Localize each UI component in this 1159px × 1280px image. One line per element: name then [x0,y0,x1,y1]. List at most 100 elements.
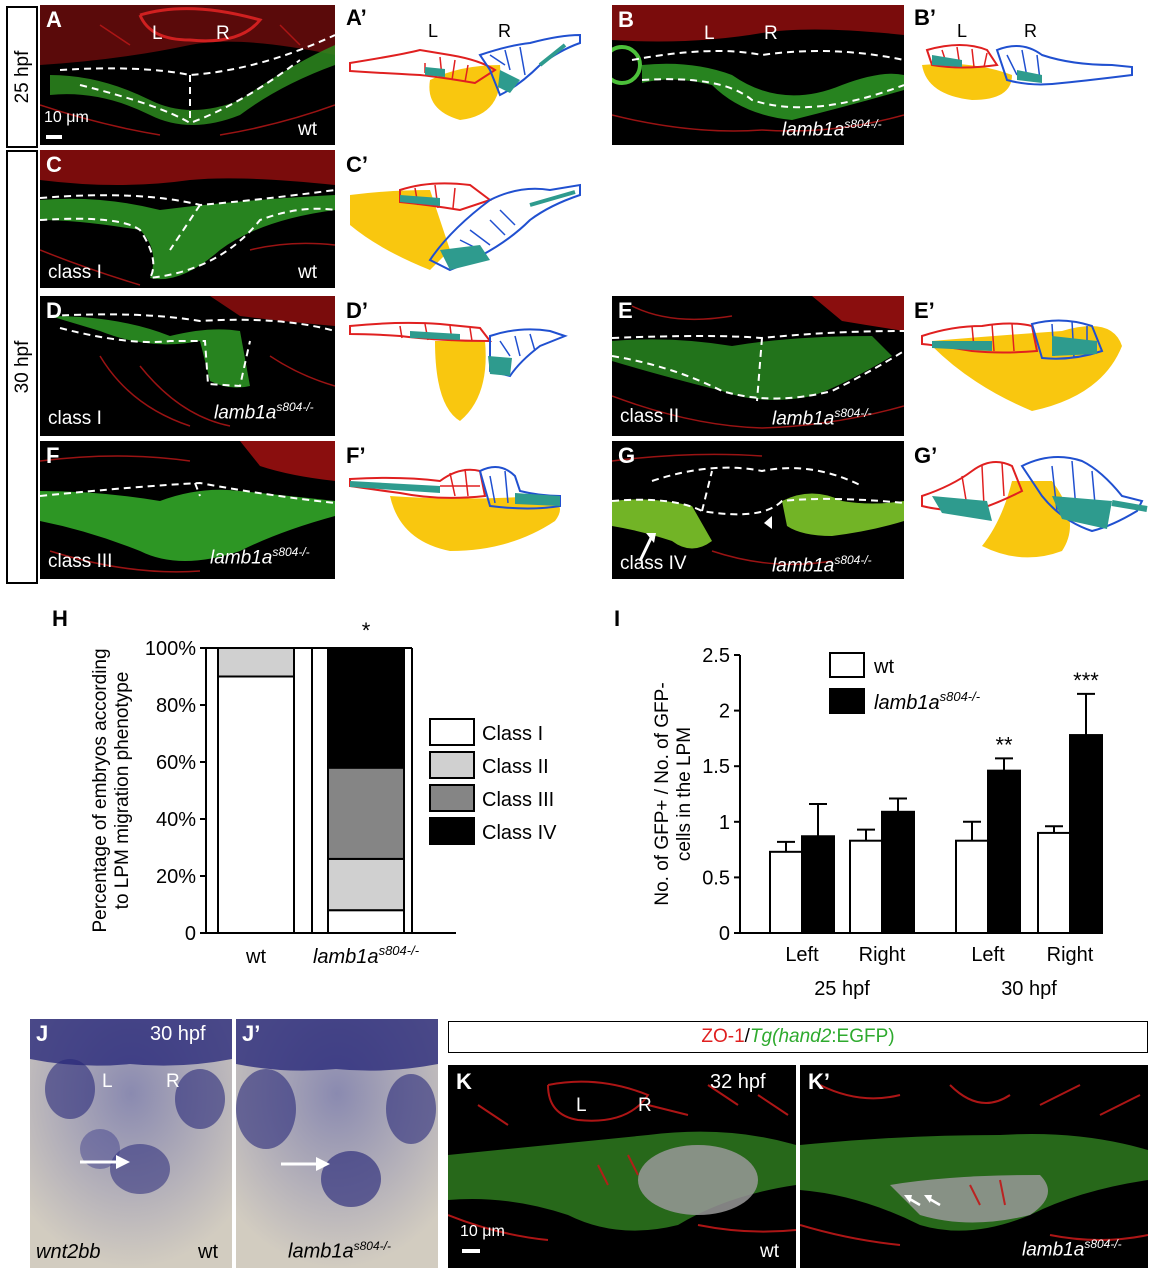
panel-c-micrograph: C class I wt [40,150,335,288]
panel-b-right: R [764,23,778,44]
svg-text:F’: F’ [346,443,366,468]
panel-a-letter: A [46,7,62,32]
micrograph-j [30,1019,232,1268]
h-bar-segment [327,766,405,860]
schematic-e-prime: E’ [914,298,1122,411]
i-bar [1069,734,1103,934]
panel-j-time: 30 hpf [150,1023,206,1045]
h-legend-swatch [429,751,475,779]
h-bar-segment [327,909,405,935]
i-bar [955,839,989,934]
h-legend-swatch [429,784,475,812]
h-bar-segment [217,675,295,934]
h-ytick-label: 0 [185,923,196,945]
h-ytick-label: 100% [145,638,196,660]
h-xtick-label: lamb1as804-/- [313,943,420,968]
schematic-d-prime: D’ [346,298,568,421]
i-ytick-label: 1.5 [702,756,730,778]
panel-k-time: 32 hpf [710,1071,766,1093]
i-significance: *** [1073,668,1099,693]
panel-b-letter: B [618,7,634,32]
chart-h: Percentage of embryos according to LPM mi… [90,618,557,968]
i-ytick-label: 1 [719,812,730,834]
svg-text:R: R [498,21,511,41]
i-legend-label: wt [873,656,894,678]
panel-d-letter: D [46,298,62,323]
i-ytick-label: 2.5 [702,645,730,667]
schematic-f-prime: F’ [346,443,561,551]
h-legend-swatch [429,817,475,845]
panel-kp-micrograph: K’ lamb1as804-/- [800,1065,1148,1268]
panel-j-gene: wnt2bb [36,1241,101,1263]
svg-text:B’: B’ [914,5,936,30]
i-ytick-label: 2 [719,701,730,723]
panel-h-letter: H [52,606,68,631]
panel-c-genotype: wt [298,262,317,283]
panel-g-micrograph: G class IV lamb1as804-/- [612,441,904,579]
i-group-label: 25 hpf [814,978,870,1000]
svg-text:L: L [428,21,438,41]
panel-j-left: L [102,1071,113,1092]
panel-b-genotype: lamb1as804-/- [782,117,882,141]
panel-k-micrograph: K 32 hpf L R 10 μm wt [448,1065,796,1268]
h-ytick-label: 40% [156,809,196,831]
h-legend-swatch [429,718,475,746]
panel-c-class: class I [48,262,102,283]
i-ytick-label: 0.5 [702,867,730,889]
scale-bar [46,135,62,139]
i-legend-swatch [829,652,865,678]
i-bar [849,839,883,934]
i-legend-swatch [829,688,865,714]
schematic-a-prime: A’ L R [346,5,581,120]
panel-k-letter: K [456,1069,472,1094]
h-bar-segment [327,857,405,912]
i-bar [801,835,835,934]
panel-e-class: class II [620,406,680,427]
panel-k-genotype: wt [760,1241,779,1262]
micrograph-f [40,441,335,579]
k-header-tg: Tg(hand2:EGFP) [749,1026,895,1047]
schematic-c-prime: C’ [346,152,581,272]
svg-text:A’: A’ [346,5,367,30]
micrograph-k [448,1065,796,1268]
panel-f-genotype: lamb1as804-/- [210,545,310,569]
h-xtick-label: wt [245,946,266,968]
h-xtick-sup: s804-/- [379,943,420,958]
schematic-g-prime: G’ [914,443,1148,558]
panel-f-class: class III [48,551,113,572]
panel-i-letter: I [614,606,621,631]
panel-j-micrograph: J 30 hpf L R wnt2bb wt [30,1019,232,1268]
panel-e-letter: E [618,298,633,323]
i-ytick-label: 0 [719,923,730,945]
panel-k-scale: 10 μm [460,1223,505,1240]
panel-kp-genotype: lamb1as804-/- [1022,1237,1122,1261]
micrograph-j-prime [236,1019,438,1268]
h-legend-label: Class IV [482,822,557,844]
panel-k-right: R [638,1095,652,1116]
panel-j-genotype: wt [198,1241,218,1263]
panel-g-class: class IV [620,553,687,574]
micrograph-e [612,296,904,436]
svg-text:C’: C’ [346,152,368,177]
micrograph-a [40,5,335,145]
panel-b-micrograph: B L R lamb1as804-/- [612,5,904,145]
panel-j-letter: J [36,1021,49,1046]
i-legend-label: lamb1as804-/- [874,689,981,714]
h-legend-label: Class III [482,789,554,811]
h-legend-label: Class II [482,756,549,778]
h-ylabel-2: to LPM migration phenotype [112,672,133,910]
h-ytick-label: 80% [156,695,196,717]
panel-a-micrograph: A L R 10 μm wt [40,5,335,145]
panel-k-left: L [576,1095,587,1116]
i-significance: ** [995,732,1013,757]
side-label-25hpf: 25 hpf [6,6,38,148]
panel-j-right: R [166,1071,180,1092]
svg-text:E’: E’ [914,298,935,323]
panel-a-genotype: wt [298,119,317,140]
k-header-zo1: ZO-1 [701,1026,745,1047]
i-legend-sup: s804-/- [940,689,981,704]
panel-d-class: class I [48,408,102,429]
schematic-b-prime: B’ L R [914,5,1133,100]
i-xtick-label: Left [785,944,819,966]
panel-c-letter: C [46,152,62,177]
